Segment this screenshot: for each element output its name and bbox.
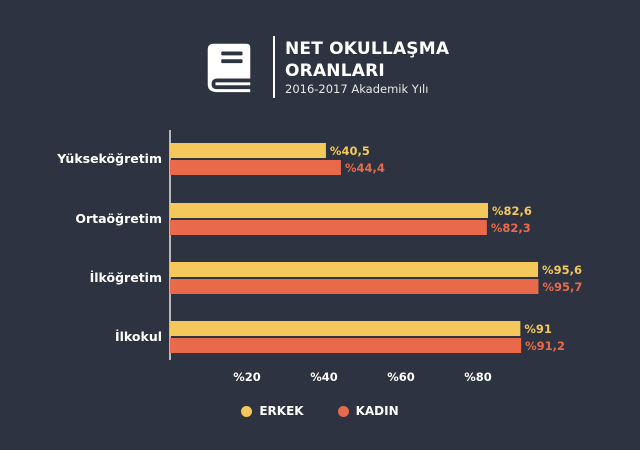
bar-erkek (170, 262, 539, 277)
x-tick-label: %60 (387, 370, 415, 384)
legend-marker-kadin (337, 405, 349, 417)
bar-erkek (170, 321, 521, 336)
title-divider (273, 36, 275, 98)
bar-erkek (170, 203, 489, 218)
x-tick-label: %40 (310, 370, 338, 384)
data-label: %95,6 (542, 263, 582, 277)
category-label: Yükseköğretim (56, 151, 162, 166)
legend-label-kadin: KADIN (355, 404, 399, 418)
legend: ERKEK KADIN (0, 404, 640, 418)
bar-kadin (170, 279, 539, 294)
x-tick-label: %20 (233, 370, 261, 384)
title-line-1: NET OKULLAŞMA (285, 39, 450, 59)
x-tick-label: %80 (464, 370, 492, 384)
category-label: İlköğretim (90, 270, 162, 285)
bar-erkek (170, 143, 326, 158)
bar-kadin (170, 338, 522, 353)
legend-item-kadin: KADIN (337, 404, 399, 418)
data-label: %82,3 (491, 221, 531, 235)
category-label: Ortaöğretim (75, 211, 162, 226)
bar-kadin (170, 160, 341, 175)
category-label: İlkokul (115, 329, 162, 344)
subtitle: 2016-2017 Akademik Yılı (285, 82, 429, 96)
legend-item-erkek: ERKEK (241, 404, 304, 418)
data-label: %82,6 (492, 204, 532, 218)
page-title: NET OKULLAŞMA ORANLARI (285, 38, 449, 82)
book-icon (207, 43, 251, 93)
data-label: %91 (524, 322, 552, 336)
data-label: %40,5 (330, 144, 370, 158)
title-line-2: ORANLARI (285, 61, 385, 81)
header: NET OKULLAŞMA ORANLARI 2016-2017 Akademi… (0, 0, 640, 110)
data-label: %95,7 (542, 280, 582, 294)
data-label: %44,4 (345, 161, 385, 175)
data-label: %91,2 (525, 339, 565, 353)
bar-kadin (170, 220, 487, 235)
legend-marker-erkek (241, 405, 253, 417)
legend-label-erkek: ERKEK (259, 404, 304, 418)
